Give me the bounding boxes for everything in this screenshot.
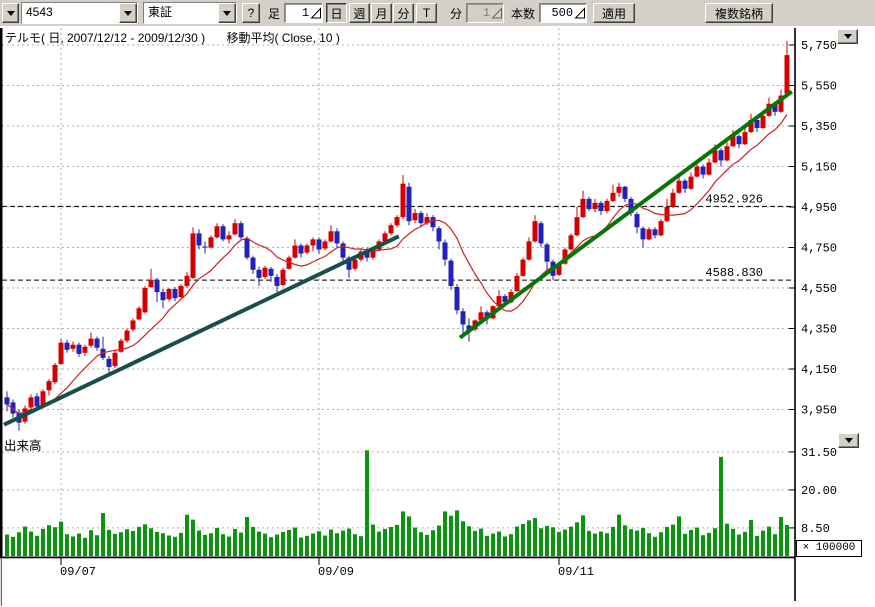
svg-text:4,950: 4,950 [801, 201, 837, 215]
chart-title: テルモ( 日, 2007/12/12 - 2009/12/30 ) [5, 31, 206, 45]
moving-average-line [6, 113, 788, 415]
price-pane-dropdown-button[interactable] [837, 29, 858, 44]
symbol-combobox[interactable]: 4543 [21, 2, 138, 24]
svg-text:4588.830: 4588.830 [705, 266, 763, 280]
svg-text:09/11: 09/11 [558, 565, 594, 579]
period-tick-button[interactable]: T [416, 3, 438, 23]
volume-bars [5, 450, 789, 556]
svg-text:09/07: 09/07 [60, 565, 96, 579]
svg-text:4,150: 4,150 [801, 363, 837, 377]
multi-symbol-button[interactable]: 複数銘柄 [705, 3, 774, 23]
exchange-combobox[interactable]: 東証 [143, 2, 237, 24]
minute-interval-input: 1 [466, 3, 505, 23]
svg-text:09/09: 09/09 [318, 565, 354, 579]
svg-text:4952.926: 4952.926 [705, 192, 763, 206]
period-weekly-button[interactable]: 週 [349, 3, 371, 23]
toolbar: 4543 東証 ? 足 1 日 週 月 分 T 分 1 本数 500 適用 複数… [0, 0, 875, 26]
exchange-value: 東証 [144, 3, 218, 23]
help-button[interactable]: ? [242, 3, 260, 23]
chart-area: 4952.926 4588.830 5,750 5,550 5,350 5,150 4,95… [0, 26, 875, 607]
svg-text:8.50: 8.50 [801, 522, 830, 536]
spinner-icon[interactable] [574, 6, 586, 20]
bar-interval-input[interactable]: 1 [284, 3, 324, 23]
chevron-down-icon [6, 10, 15, 16]
trendline-1 [3, 234, 400, 427]
bar-type-label: 足 [268, 6, 281, 21]
period-daily-button[interactable]: 日 [326, 3, 348, 23]
symbol-value: 4543 [22, 3, 119, 23]
chevron-down-icon [844, 438, 853, 443]
minute-interval-label: 分 [450, 6, 463, 21]
symbol-history-dropdown-button[interactable] [2, 3, 19, 23]
bar-count-input[interactable]: 500 [539, 3, 588, 23]
svg-text:出来高: 出来高 [4, 438, 42, 453]
price-axis-labels: 5,750 5,550 5,350 5,150 4,950 4,750 4,550 4,350… [789, 39, 837, 418]
apply-button[interactable]: 適用 [593, 3, 636, 23]
date-axis-labels: 09/07 09/09 09/11 [60, 557, 594, 579]
trendline-2 [458, 89, 793, 340]
svg-text:3,950: 3,950 [801, 404, 837, 418]
svg-text:4,350: 4,350 [801, 323, 837, 337]
svg-text:4,550: 4,550 [801, 282, 837, 296]
svg-text:20.00: 20.00 [801, 484, 837, 498]
chevron-down-icon[interactable] [218, 3, 236, 23]
axes [0, 28, 796, 606]
period-monthly-button[interactable]: 月 [371, 3, 393, 23]
svg-text:5,750: 5,750 [801, 39, 837, 53]
price-annotation-lines: 4952.926 4588.830 [2, 192, 795, 281]
svg-text:31.50: 31.50 [801, 446, 837, 460]
gridlines [2, 28, 795, 556]
svg-text:5,150: 5,150 [801, 161, 837, 175]
chevron-down-icon[interactable] [119, 3, 137, 23]
spinner-icon [491, 6, 503, 20]
svg-text:5,350: 5,350 [801, 120, 837, 134]
volume-pane-dropdown-button[interactable] [838, 433, 859, 448]
ma-label: 移動平均( Close, 10 ) [226, 31, 340, 45]
bar-count-label: 本数 [511, 6, 536, 21]
volume-axis-labels: 31.50 20.00 8.50 [789, 446, 837, 536]
period-minute-button[interactable]: 分 [393, 3, 415, 23]
spinner-icon[interactable] [310, 6, 322, 20]
volume-pane-label: 出来高 [4, 438, 42, 453]
svg-text:4,750: 4,750 [801, 242, 837, 256]
price-volume-chart[interactable]: 4952.926 4588.830 5,750 5,550 5,350 5,150 4,95… [0, 26, 875, 607]
volume-multiplier-box: × 100000 [796, 540, 862, 557]
chart-header: テルモ( 日, 2007/12/12 - 2009/12/30 ) 移動平均( … [5, 29, 340, 46]
svg-text:5,550: 5,550 [801, 80, 837, 94]
chevron-down-icon [843, 34, 852, 39]
